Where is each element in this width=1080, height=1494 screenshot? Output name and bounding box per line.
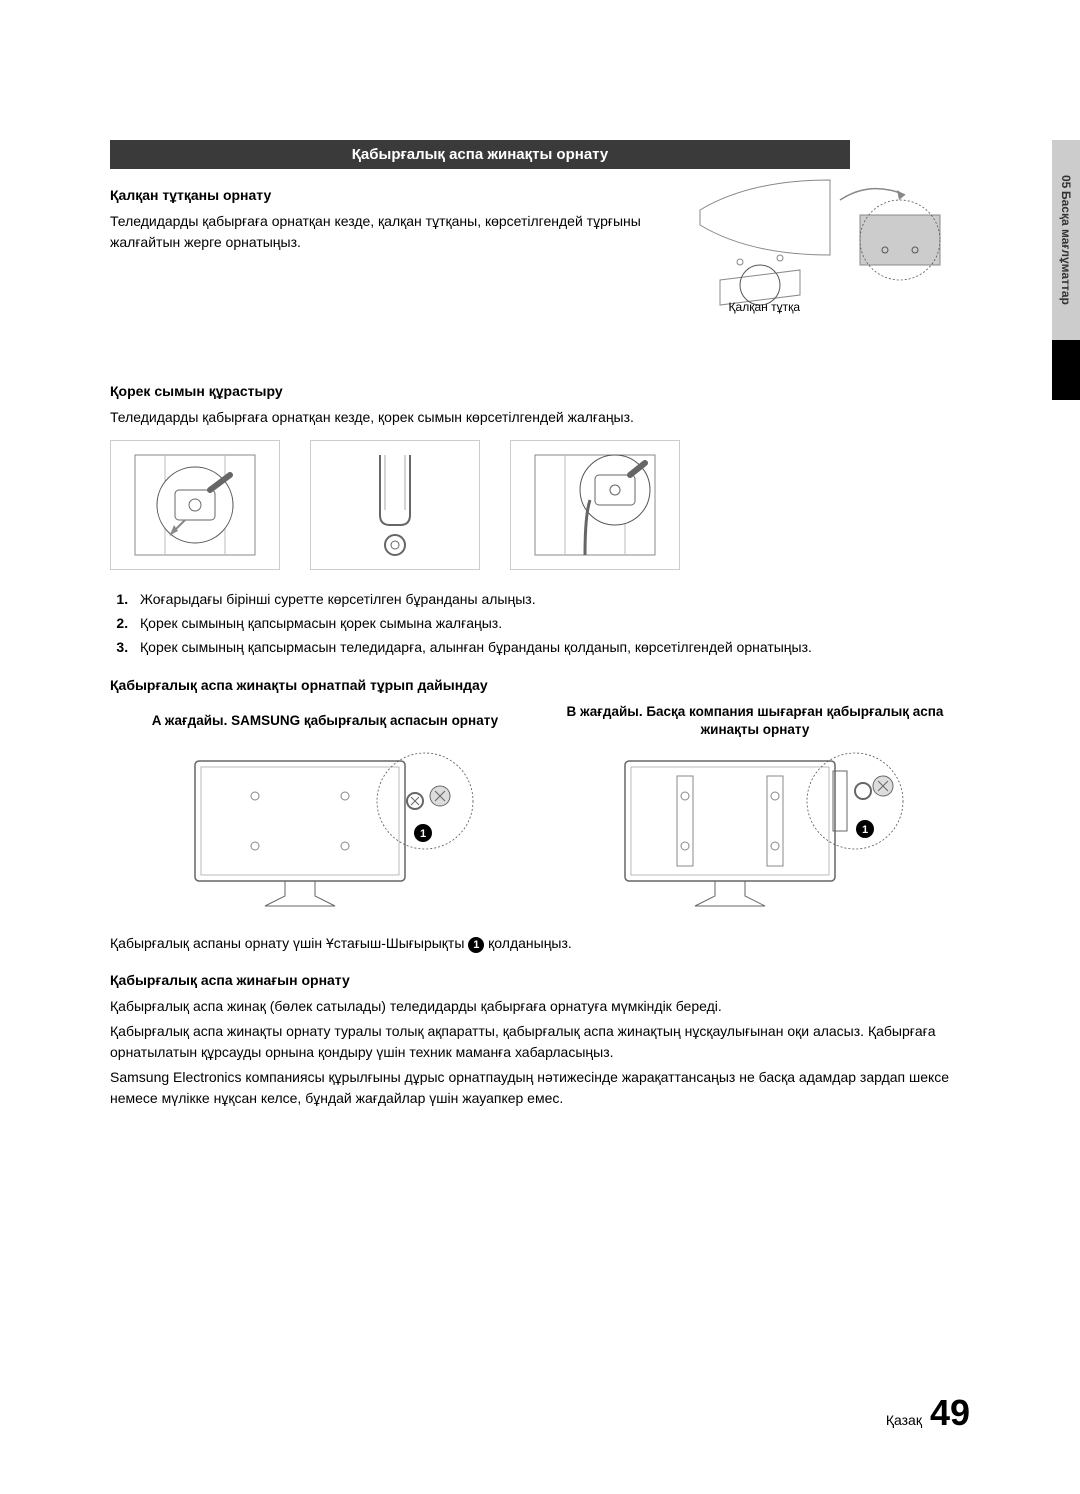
column-a: A жағдайы. SAMSUNG қабырғалық аспасын ор… <box>110 701 540 921</box>
footer-lang: Қазақ <box>886 1412 922 1428</box>
svg-text:1: 1 <box>420 828 426 840</box>
title-bar: Қабырғалық аспа жинақты орнату <box>110 140 850 169</box>
power-cord-illustrations <box>110 440 970 570</box>
illus-attach-clamp <box>510 440 680 570</box>
title-text: Қабырғалық аспа жинақты орнату <box>352 146 608 163</box>
chapter-text: Басқа мағлұматтар <box>1059 191 1073 305</box>
section3-note: Қабырғалық аспаны орнату үшін Ұстағыш-Шы… <box>110 933 970 954</box>
illus-cord-clamp <box>310 440 480 570</box>
document-page: Қабырғалық аспа жинақты орнату Қалқан тұ… <box>0 0 1080 1173</box>
page-footer: Қазақ 49 <box>886 1392 970 1434</box>
col-b-heading: B жағдайы. Басқа компания шығарған қабыр… <box>540 701 970 741</box>
note-post: қолданыңыз. <box>484 935 572 951</box>
chapter-tab-marker <box>1052 340 1080 400</box>
holder-ring-caption: Қалқан тұтқа <box>729 300 800 314</box>
chapter-tab-label: 05 Басқа мағлұматтар <box>1052 140 1080 340</box>
page-number: 49 <box>930 1392 970 1434</box>
section2-text: Теледидарды қабырғаға орнатқан кезде, қо… <box>110 407 970 428</box>
col-a-heading: A жағдайы. SAMSUNG қабырғалық аспасын ор… <box>110 701 540 741</box>
svg-text:1: 1 <box>862 824 868 836</box>
tv-illus-a: 1 <box>110 741 540 921</box>
section4-p3: Samsung Electronics компаниясы құрылғыны… <box>110 1067 970 1109</box>
section4-p1: Қабырғалық аспа жинақ (бөлек сатылады) т… <box>110 996 970 1017</box>
holder-ring-illustration <box>690 170 950 310</box>
chapter-tab: 05 Басқа мағлұматтар <box>1052 140 1080 400</box>
section2-heading: Қорек сымын құрастыру <box>110 383 970 399</box>
chapter-number: 05 <box>1059 175 1073 188</box>
marker-1-icon: 1 <box>468 937 484 953</box>
section1-text: Теледидарды қабырғаға орнатқан кезде, қа… <box>110 211 650 253</box>
section4-p2: Қабырғалық аспа жинақты орнату туралы то… <box>110 1021 970 1063</box>
mount-prep-columns: A жағдайы. SAMSUNG қабырғалық аспасын ор… <box>110 701 970 921</box>
illus-remove-screw <box>110 440 280 570</box>
step-item: Қорек сымының қапсырмасын қорек сымына ж… <box>132 612 970 636</box>
step-item: Қорек сымының қапсырмасын теледидарға, а… <box>132 636 970 660</box>
column-b: B жағдайы. Басқа компания шығарған қабыр… <box>540 701 970 921</box>
section2-steps: Жоғарыдағы бірінші суретте көрсетілген б… <box>110 588 970 659</box>
tv-illus-b: 1 <box>540 741 970 921</box>
note-pre: Қабырғалық аспаны орнату үшін Ұстағыш-Шы… <box>110 935 468 951</box>
step-item: Жоғарыдағы бірінші суретте көрсетілген б… <box>132 588 970 612</box>
section3-heading: Қабырғалық аспа жинақты орнатпай тұрып д… <box>110 677 970 693</box>
section4-heading: Қабырғалық аспа жинағын орнату <box>110 972 970 988</box>
